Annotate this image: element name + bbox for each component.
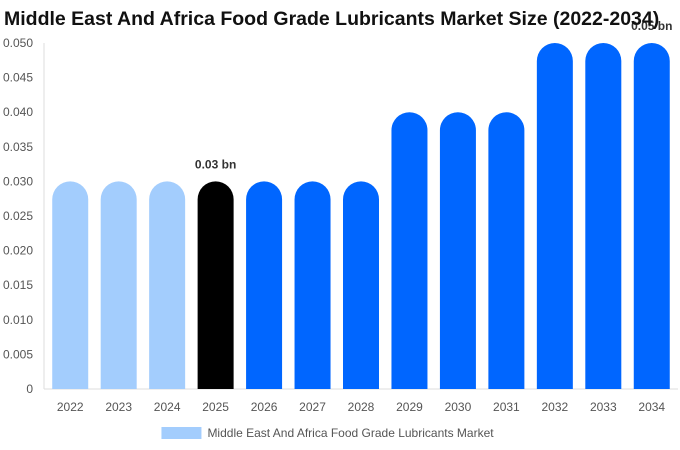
x-tick-label: 2023: [105, 400, 132, 414]
y-tick-label: 0: [26, 382, 33, 396]
bar-2025: [197, 181, 234, 389]
legend-swatch: [161, 427, 202, 439]
x-tick-label: 2031: [493, 400, 520, 414]
y-tick-label: 0.020: [3, 244, 33, 258]
bar-2027: [294, 181, 331, 389]
y-tick-label: 0.015: [3, 278, 33, 292]
bars: [52, 43, 670, 389]
y-tick-label: 0.045: [3, 71, 33, 85]
y-tick-label: 0.005: [3, 347, 33, 361]
bar-2028: [343, 181, 379, 389]
x-tick-label: 2026: [251, 400, 278, 414]
legend-label: Middle East And Africa Food Grade Lubric…: [207, 426, 494, 440]
bar-2030: [439, 112, 476, 389]
y-tick-label: 0.030: [3, 174, 33, 188]
data-label-2025: 0.03 bn: [195, 157, 236, 171]
chart-title: Middle East And Africa Food Grade Lubric…: [4, 8, 660, 30]
data-label-2034: 0.05 bn: [631, 19, 672, 33]
y-tick-label: 0.040: [3, 105, 33, 119]
x-tick-label: 2022: [57, 400, 84, 414]
x-tick-label: 2029: [396, 400, 423, 414]
data-labels: 0.03 bn 0.05 bn: [195, 19, 673, 171]
y-tick-label: 0.010: [3, 313, 33, 327]
bar-2024: [149, 181, 186, 389]
y-tick-label: 0.025: [3, 209, 33, 223]
x-tick-label: 2027: [299, 400, 326, 414]
bar-2033: [585, 43, 622, 389]
x-tick-label: 2034: [638, 400, 665, 414]
bar-2022: [52, 181, 89, 389]
x-tick-label: 2025: [202, 400, 229, 414]
x-tick-label: 2030: [445, 400, 472, 414]
bar-2023: [100, 181, 137, 389]
legend: Middle East And Africa Food Grade Lubric…: [161, 426, 494, 440]
y-tick-label: 0.050: [3, 36, 33, 50]
x-tick-label: 2033: [590, 400, 617, 414]
bar-2029: [391, 112, 428, 389]
x-tick-label: 2032: [541, 400, 568, 414]
bar-2032: [536, 43, 573, 389]
x-tick-label: 2024: [154, 400, 181, 414]
y-axis: 0 0.005 0.010 0.015 0.020 0.025 0.030 0.035 0.04…: [3, 36, 45, 396]
bar-2026: [246, 181, 283, 389]
y-tick-label: 0.035: [3, 140, 33, 154]
bar-2034: [633, 43, 670, 389]
bar-2031: [488, 112, 525, 389]
x-tick-label: 2028: [348, 400, 375, 414]
x-axis: 2022 2023 2024 2025 2026 2027 2028 2029 2030 2031…: [44, 388, 678, 414]
